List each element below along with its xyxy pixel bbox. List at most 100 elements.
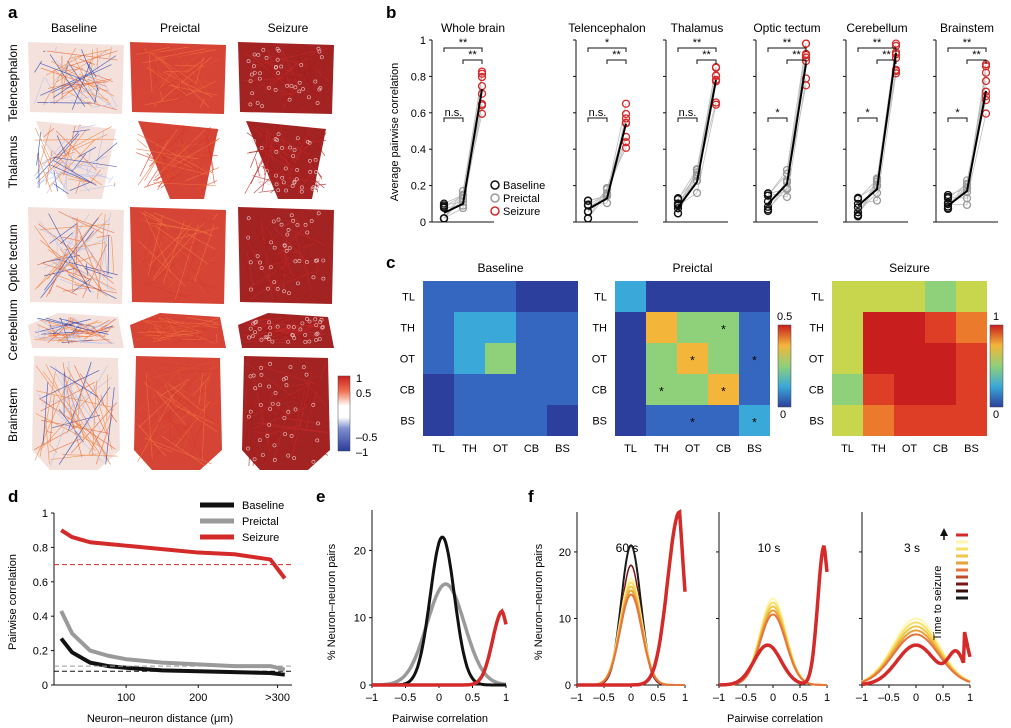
connection-line xyxy=(187,80,215,83)
neuron-marker xyxy=(311,185,316,190)
connection-line xyxy=(256,214,292,271)
connection-line xyxy=(285,381,314,388)
neuron-marker xyxy=(303,340,308,344)
network-optic-tectum-preictal xyxy=(130,207,226,304)
neuron-marker xyxy=(282,289,287,294)
region-silhouette xyxy=(138,121,218,199)
connection-line xyxy=(167,320,177,333)
heatmap-title: Seizure xyxy=(889,261,930,275)
connection-line xyxy=(244,361,296,399)
significance-label: ** xyxy=(882,49,891,61)
connection-line xyxy=(37,125,52,174)
connection-line xyxy=(322,61,326,106)
baseline-point xyxy=(943,202,953,211)
connection-line xyxy=(60,377,113,416)
connection-line xyxy=(37,324,40,337)
connection-line xyxy=(154,224,209,265)
significance-star: * xyxy=(752,416,757,430)
connection-line xyxy=(153,53,165,87)
neuron-marker xyxy=(275,46,280,51)
connection-line xyxy=(35,390,114,408)
connection-line xyxy=(60,172,92,184)
connection-line xyxy=(280,47,298,83)
neuron-marker xyxy=(320,325,325,330)
connection-line xyxy=(67,72,91,96)
connection-line xyxy=(34,331,52,333)
x-tick-label: –1 xyxy=(366,692,378,704)
neuron-marker xyxy=(276,402,281,407)
curve-seizure xyxy=(861,631,972,687)
neuron-marker xyxy=(299,189,304,194)
connection-line xyxy=(49,164,93,184)
connection-line xyxy=(259,48,325,51)
neuron-marker xyxy=(252,70,257,75)
connection-line xyxy=(273,271,314,289)
neuron-marker xyxy=(276,48,281,53)
panel-c-label: c xyxy=(386,253,395,272)
significance-label: ** xyxy=(693,37,702,49)
neuron-marker xyxy=(287,97,292,102)
connection-line xyxy=(247,255,303,289)
neuron-marker xyxy=(246,414,251,419)
panel-c-colorbar-preictal: 0.5 0 xyxy=(777,311,792,421)
connection-line xyxy=(43,128,55,138)
heatmap-cell xyxy=(677,312,708,343)
connection-line xyxy=(137,424,167,457)
connection-line xyxy=(54,46,58,52)
subplot-cerebellum: Cerebellum***** xyxy=(843,21,908,223)
connection-line xyxy=(100,408,114,433)
panel-a-label: a xyxy=(8,3,18,22)
legend-marker-baseline xyxy=(490,180,500,190)
connection-line xyxy=(144,98,179,106)
connection-line xyxy=(271,153,320,188)
connection-line xyxy=(243,53,301,77)
connection-line xyxy=(78,124,82,127)
row-label-thalamus: Thalamus xyxy=(6,136,20,189)
heatmap-cell xyxy=(454,374,485,405)
connection-line xyxy=(49,394,55,443)
neuron-marker xyxy=(275,287,280,291)
x-tick-label: 0 xyxy=(436,692,442,704)
connection-line xyxy=(97,330,109,334)
neuron-marker xyxy=(253,330,257,335)
neuron-marker xyxy=(272,280,277,285)
row-label: TH xyxy=(809,323,824,335)
connection-line xyxy=(183,58,205,76)
baseline-point xyxy=(853,208,863,217)
connection-line xyxy=(138,319,151,340)
connection-line xyxy=(168,84,218,96)
heatmap-cell xyxy=(863,343,894,374)
heatmap-cell xyxy=(894,374,925,405)
connection-line xyxy=(157,322,163,327)
neuron-marker xyxy=(311,275,316,280)
row-label: TL xyxy=(594,292,607,304)
neuron-marker xyxy=(292,180,297,185)
cbar-a-tick-1: 1 xyxy=(356,373,362,385)
neuron-marker xyxy=(291,218,296,223)
neuron-marker xyxy=(289,84,294,88)
connection-line xyxy=(249,368,294,454)
seizure-point xyxy=(981,95,991,105)
connection-line xyxy=(258,63,302,102)
connection-line xyxy=(58,278,95,294)
neuron-marker xyxy=(293,259,298,264)
connection-line xyxy=(303,128,311,140)
connection-line xyxy=(252,318,272,339)
connection-line xyxy=(260,220,310,249)
connection-line xyxy=(281,89,307,96)
connection-line xyxy=(262,395,308,398)
connection-line xyxy=(35,365,100,453)
connection-line xyxy=(156,392,186,425)
connection-line xyxy=(270,254,322,295)
heatmap-cell xyxy=(646,312,677,343)
neuron-marker xyxy=(279,64,284,69)
connection-line xyxy=(41,162,69,192)
neuron-marker xyxy=(263,335,268,340)
connection-line xyxy=(146,248,161,284)
connection-line xyxy=(51,53,78,85)
row-label-cerebellum: Cerebellum xyxy=(6,299,20,360)
connection-line xyxy=(87,160,96,175)
